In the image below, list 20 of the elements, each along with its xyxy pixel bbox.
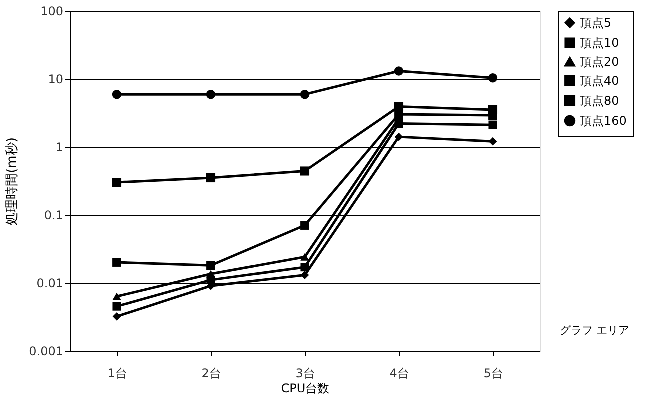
y-axis-title: 処理時間(m秒) — [5, 138, 20, 226]
legend-label: 頂点20 — [580, 55, 620, 69]
legend-label: 頂点160 — [580, 114, 627, 128]
text: グラフ エリア — [560, 324, 630, 337]
legend-label: 頂点80 — [580, 94, 620, 108]
x-tick-label: 1台 — [108, 366, 128, 380]
x-axis-title: CPU台数 — [281, 382, 330, 396]
legend-label: 頂点10 — [580, 36, 620, 50]
x-tick-label: 4台 — [390, 366, 410, 380]
legend-label: 頂点40 — [580, 74, 620, 88]
x-tick-label: 5台 — [484, 366, 504, 380]
y-tick-label: 100 — [40, 4, 64, 18]
y-tick-label: 0.001 — [29, 344, 64, 358]
y-tick-label: 10 — [48, 72, 64, 86]
y-tick-label: 0.1 — [44, 208, 64, 222]
y-tick-label: 0.01 — [36, 276, 64, 290]
y-tick-label: 1 — [56, 140, 64, 154]
legend-label: 頂点5 — [580, 16, 612, 30]
x-tick-label: 3台 — [296, 366, 316, 380]
x-tick-label: 2台 — [202, 366, 222, 380]
